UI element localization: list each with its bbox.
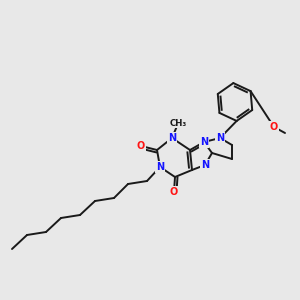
Text: N: N [168,133,176,143]
Text: CH₃: CH₃ [169,118,187,127]
Text: N: N [200,137,208,147]
Text: N: N [156,162,164,172]
Text: N: N [216,133,224,143]
Text: O: O [170,187,178,197]
Text: O: O [270,122,278,132]
Text: O: O [137,141,145,151]
Text: N: N [201,160,209,170]
